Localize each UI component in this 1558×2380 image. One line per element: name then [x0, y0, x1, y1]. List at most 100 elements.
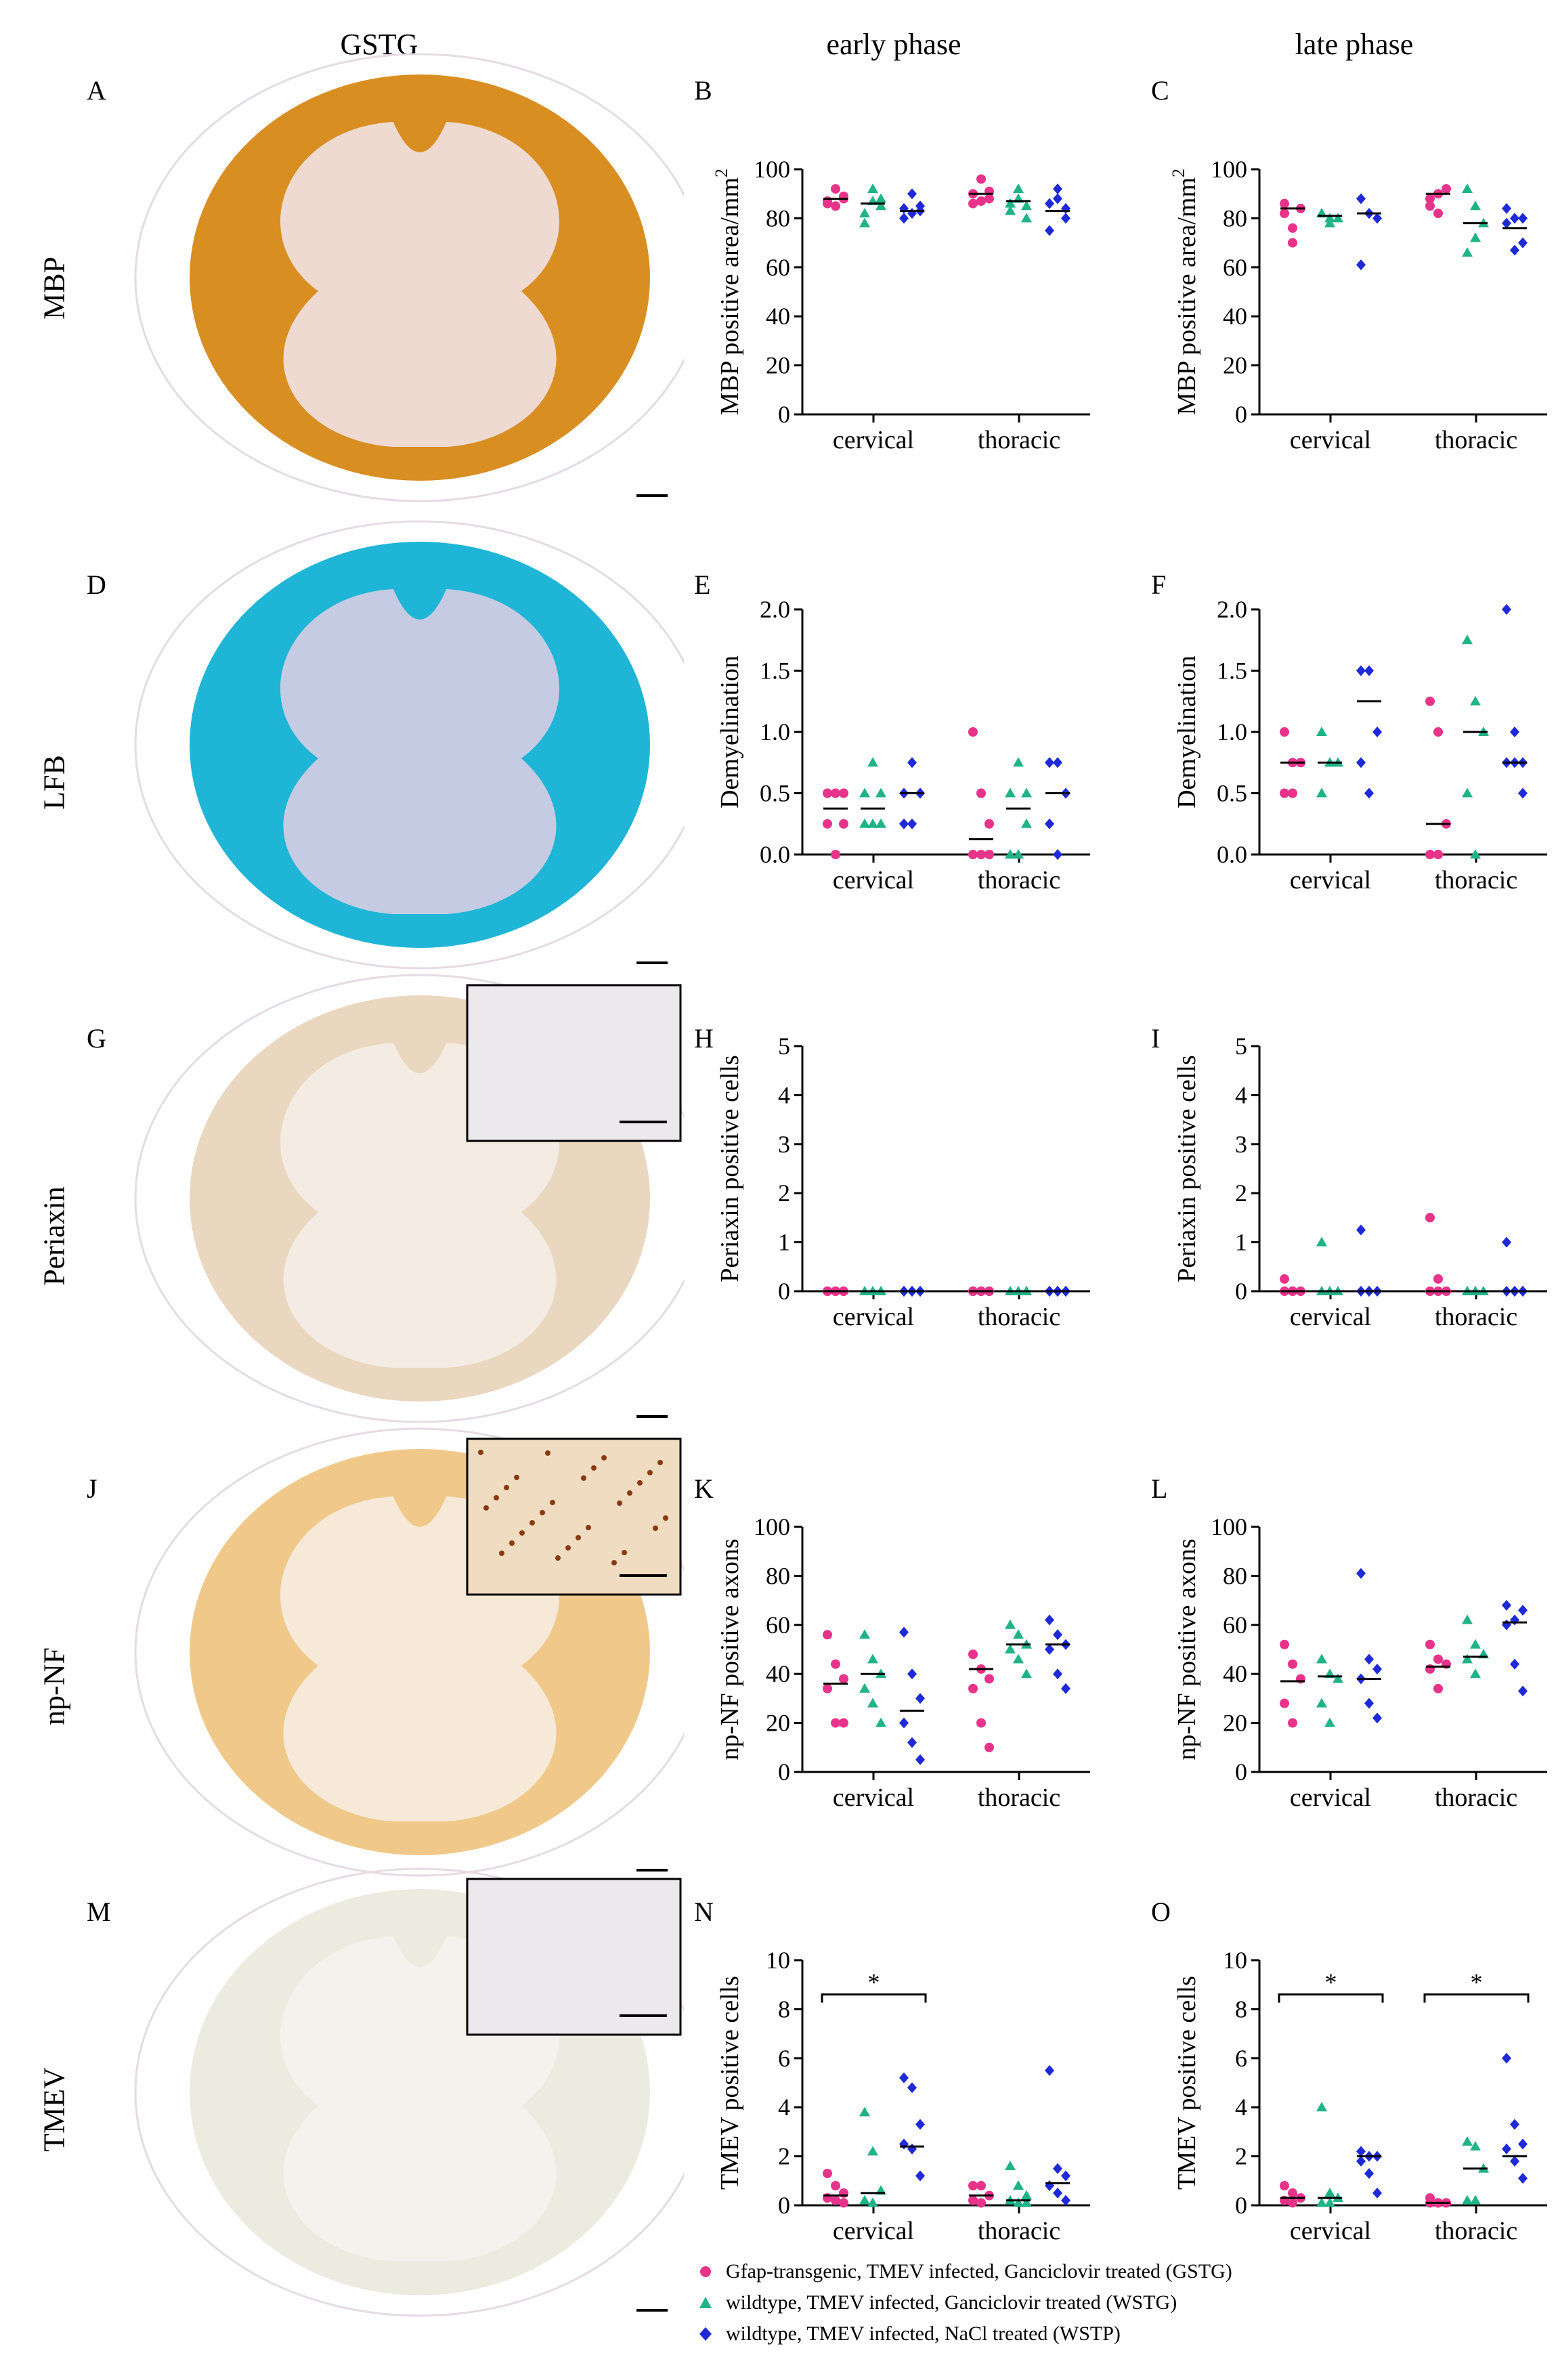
- point-wstp: [1053, 849, 1062, 860]
- point-wstg: [1470, 1639, 1481, 1649]
- panel-letter-L: L: [1151, 1473, 1168, 1504]
- point-gstg: [831, 1659, 840, 1669]
- inset-dot: [514, 1475, 519, 1480]
- y-tick-label: 10: [766, 1947, 790, 1974]
- point-wstg: [1316, 2197, 1327, 2207]
- y-tick-label: 60: [766, 1611, 790, 1639]
- y-axis-label-sup: 2: [712, 169, 731, 177]
- y-tick-label: 4: [778, 2094, 790, 2121]
- point-wstp: [1502, 1599, 1511, 1611]
- y-tick-label: 80: [766, 204, 790, 232]
- point-gstg: [823, 819, 832, 829]
- panel-letter-G: G: [87, 1023, 106, 1054]
- y-tick-label: 0: [778, 1278, 790, 1305]
- point-wstg: [859, 1629, 870, 1639]
- point-wstg: [867, 2146, 878, 2156]
- point-wstg: [859, 818, 870, 828]
- scale-bar: [636, 2309, 668, 2312]
- point-wstp: [1372, 727, 1382, 737]
- inset-image: [466, 1437, 682, 1596]
- x-tick-label-cervical: cervical: [833, 866, 914, 894]
- point-gstg: [1280, 198, 1289, 209]
- panel-letter-K: K: [694, 1473, 714, 1504]
- legend-diamond-marker: [699, 2327, 712, 2341]
- y-tick-label: 0.0: [760, 841, 790, 868]
- point-wstg: [1462, 787, 1473, 798]
- point-wstp: [1061, 213, 1070, 224]
- point-wstp: [1518, 237, 1528, 248]
- point-gstg: [831, 788, 840, 798]
- point-wstp: [1053, 1668, 1062, 1680]
- point-gstg: [976, 2181, 986, 2191]
- legend: Gfap-transgenic, TMEV infected, Ganciclo…: [697, 2260, 1232, 2345]
- meninges-outline: [134, 974, 684, 1423]
- point-wstg: [1316, 727, 1327, 736]
- y-tick-label: 5: [778, 1033, 790, 1060]
- inset-dot: [478, 1450, 483, 1455]
- point-wstg: [875, 193, 886, 203]
- point-wstp: [1518, 213, 1528, 224]
- inset-dot: [519, 1530, 525, 1536]
- y-tick-label: 20: [1223, 1710, 1247, 1737]
- point-gstg: [823, 1683, 832, 1693]
- y-tick-label: 1.0: [760, 718, 790, 745]
- x-tick-label-thoracic: thoracic: [978, 426, 1060, 454]
- y-tick-label: 8: [1235, 1995, 1247, 2022]
- point-gstg: [968, 1683, 978, 1693]
- point-gstg: [1280, 727, 1289, 737]
- point-gstg: [968, 198, 978, 209]
- x-tick-label-cervical: cervical: [1290, 1783, 1371, 1812]
- point-wstg: [1462, 183, 1473, 193]
- point-wstp: [1518, 1685, 1528, 1697]
- point-gstg: [1425, 1639, 1435, 1649]
- y-axis-label-sup: 2: [1169, 169, 1188, 177]
- point-gstg: [1433, 1683, 1443, 1693]
- inset-image: [466, 984, 682, 1142]
- point-wstp: [1364, 787, 1374, 799]
- y-tick-label: 1.5: [760, 657, 790, 685]
- y-tick-label: 0: [1235, 1758, 1247, 1786]
- point-gstg: [1280, 1274, 1289, 1284]
- image-periaxin: [134, 974, 684, 1423]
- panel-letter-F: F: [1151, 569, 1167, 600]
- inset-dot: [565, 1545, 571, 1551]
- point-wstp: [915, 2170, 925, 2182]
- point-wstp: [907, 208, 917, 219]
- point-wstp: [1364, 665, 1374, 676]
- point-wstg: [1005, 198, 1016, 208]
- point-wstg: [1462, 1653, 1473, 1664]
- point-gstg: [1425, 696, 1435, 706]
- point-wstp: [1045, 1644, 1054, 1655]
- image-mbp: [134, 53, 684, 502]
- legend-marker-wstp: [699, 2327, 712, 2341]
- point-gstg: [831, 2195, 840, 2205]
- dorsal-column: [379, 1456, 460, 1527]
- x-tick-label-thoracic: thoracic: [978, 1303, 1060, 1331]
- y-tick-label: 20: [766, 352, 790, 379]
- y-tick-label: 60: [766, 254, 790, 281]
- point-wstp: [1510, 244, 1519, 256]
- point-gstg: [1280, 209, 1289, 219]
- y-tick-label: 0: [778, 1758, 790, 1786]
- point-gstg: [984, 819, 994, 829]
- dorsal-column: [379, 548, 460, 620]
- point-gstg: [1425, 194, 1435, 204]
- point-gstg: [1433, 1654, 1443, 1664]
- point-gstg: [1288, 2198, 1297, 2208]
- column-header-early: early phase: [826, 28, 961, 61]
- point-wstg: [1316, 2102, 1327, 2112]
- point-gstg: [976, 1718, 986, 1728]
- scale-bar: [636, 1415, 668, 1418]
- chart-F: 0.0 0.5 1.0 1.5 2.0 Demyelination cervical thor…: [1173, 596, 1547, 894]
- y-tick-label: 0: [778, 401, 790, 428]
- point-wstg: [1013, 2197, 1024, 2207]
- inset-image: [466, 1878, 682, 2036]
- inset-dot: [581, 1475, 586, 1481]
- x-tick-label-cervical: cervical: [1290, 2217, 1371, 2245]
- point-wstp: [1372, 1663, 1382, 1674]
- y-tick-label: 4: [1235, 2094, 1247, 2121]
- point-wstp: [899, 2138, 909, 2150]
- point-wstp: [1053, 183, 1062, 194]
- legend-circle-marker: [700, 2266, 711, 2277]
